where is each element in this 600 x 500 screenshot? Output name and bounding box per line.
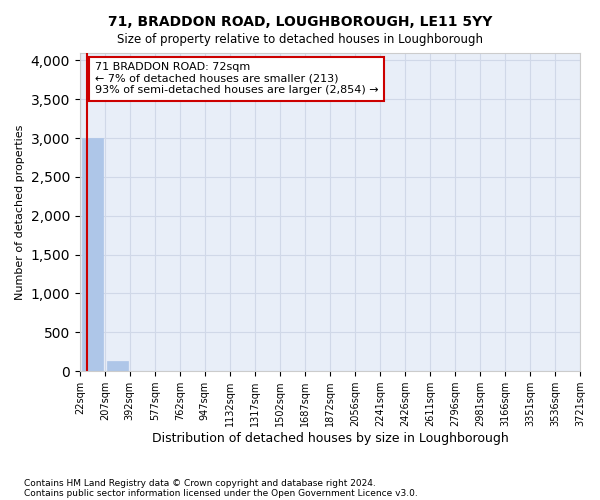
Text: 71, BRADDON ROAD, LOUGHBOROUGH, LE11 5YY: 71, BRADDON ROAD, LOUGHBOROUGH, LE11 5YY [108, 15, 492, 29]
X-axis label: Distribution of detached houses by size in Loughborough: Distribution of detached houses by size … [152, 432, 508, 445]
Text: Contains public sector information licensed under the Open Government Licence v3: Contains public sector information licen… [24, 488, 418, 498]
Text: 71 BRADDON ROAD: 72sqm
← 7% of detached houses are smaller (213)
93% of semi-det: 71 BRADDON ROAD: 72sqm ← 7% of detached … [95, 62, 379, 96]
Y-axis label: Number of detached properties: Number of detached properties [15, 124, 25, 300]
Bar [82, 138, 103, 371]
Bar [107, 361, 128, 371]
Text: Contains HM Land Registry data © Crown copyright and database right 2024.: Contains HM Land Registry data © Crown c… [24, 478, 376, 488]
Text: Size of property relative to detached houses in Loughborough: Size of property relative to detached ho… [117, 32, 483, 46]
